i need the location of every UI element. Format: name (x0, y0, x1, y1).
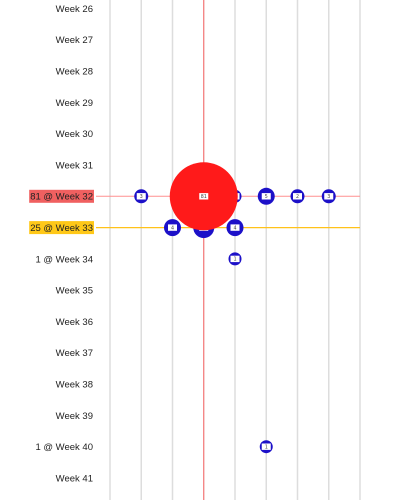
data-label-bg (324, 193, 334, 200)
y-tick-label: Week 30 (56, 129, 93, 140)
y-tick-label: Week 41 (56, 473, 93, 484)
data-point[interactable]: 2 (290, 189, 305, 204)
y-tick-label: Week 27 (56, 35, 93, 46)
data-label-bg (230, 255, 240, 263)
data-label: 3 (327, 194, 330, 200)
data-point[interactable]: 1 (259, 440, 273, 454)
data-point[interactable]: 4 (226, 219, 244, 237)
data-point[interactable]: 3 (321, 189, 336, 204)
data-label-bg (230, 224, 240, 231)
y-tick-label: 81 @ Week 32 (30, 192, 93, 203)
data-point[interactable]: 1 (228, 252, 242, 266)
y-tick-label: Week 36 (56, 317, 93, 328)
y-tick-label: 1 @ Week 40 (35, 442, 93, 453)
y-tick-label: 25 @ Week 33 (30, 223, 93, 234)
y-tick-label: Week 35 (56, 286, 93, 297)
data-label-bg (261, 193, 271, 200)
y-tick-label: Week 39 (56, 411, 93, 422)
y-tick-label: 1 @ Week 34 (35, 254, 93, 265)
data-point[interactable]: 3 (134, 189, 149, 204)
crosshair (96, 0, 360, 500)
data-label: 81 (201, 194, 207, 200)
tick-badge-red (29, 189, 94, 203)
y-tick-label: Week 31 (56, 160, 93, 171)
y-tick-label: Week 26 (56, 4, 93, 15)
tick-badge-yellow (29, 221, 94, 235)
data-point[interactable]: 4 (164, 219, 181, 237)
data-label: 4 (171, 225, 174, 231)
y-tick-label: Week 28 (56, 67, 93, 78)
data-point[interactable]: 5 (257, 187, 275, 205)
y-tick-label: Week 38 (56, 380, 93, 391)
data-label: 4 (233, 225, 236, 231)
data-label: 3 (140, 194, 143, 200)
data-label: 1 (233, 257, 236, 263)
chart-points: 315234841181 (134, 162, 336, 454)
data-label: 5 (265, 194, 268, 200)
data-label-bg (136, 193, 146, 200)
y-tick-label: Week 37 (56, 348, 93, 359)
data-label: 1 (265, 445, 268, 451)
data-point[interactable]: 81 (169, 162, 238, 231)
y-axis: Week 26 Week 27 Week 28 Week 29 Week 30 Week … (29, 4, 94, 484)
data-label: 2 (296, 194, 299, 200)
data-label-bg (199, 193, 209, 200)
chart-grid (109, 0, 361, 500)
data-label-bg (293, 193, 302, 200)
data-label-bg (261, 443, 271, 450)
y-tick-label: Week 29 (56, 98, 93, 109)
data-label-bg (168, 224, 177, 231)
